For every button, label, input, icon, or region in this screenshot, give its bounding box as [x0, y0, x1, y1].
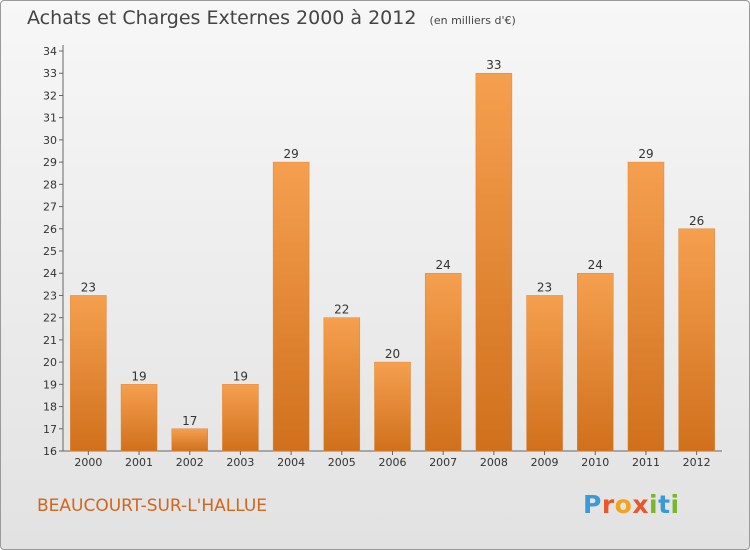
- y-tick-label: 20: [43, 356, 57, 369]
- x-tick-label: 2007: [429, 456, 457, 469]
- bar-value-label: 23: [81, 280, 96, 294]
- bar-value-label: 24: [436, 258, 451, 272]
- location-label: BEAUCOURT-SUR-L'HALLUE: [37, 496, 268, 516]
- bar-value-label: 29: [638, 147, 653, 161]
- y-tick-label: 34: [43, 45, 57, 58]
- bar: [424, 272, 462, 452]
- y-tick-label: 24: [43, 267, 57, 280]
- y-tick-label: 29: [43, 156, 57, 169]
- bar: [577, 272, 614, 452]
- bar: [120, 384, 158, 452]
- x-tick-label: 2003: [226, 456, 254, 469]
- y-tick-label: 26: [43, 223, 57, 236]
- bar-value-label: 19: [131, 369, 146, 383]
- y-tick-label: 22: [43, 312, 57, 325]
- x-tick-label: 2002: [176, 456, 204, 469]
- logo-letter: P: [583, 490, 602, 519]
- logo-letter: x: [632, 490, 649, 519]
- chart-subtitle: (en milliers d'€): [429, 14, 516, 27]
- bar: [171, 428, 208, 452]
- x-tick-label: 2008: [480, 456, 508, 469]
- bar-value-label: 19: [233, 369, 248, 383]
- bar: [678, 228, 715, 452]
- bar-value-label: 33: [486, 58, 501, 72]
- bar: [323, 317, 361, 452]
- y-tick-label: 21: [43, 334, 57, 347]
- bar-value-label: 22: [334, 303, 349, 317]
- y-tick-label: 23: [43, 289, 57, 302]
- x-tick-label: 2009: [531, 456, 559, 469]
- x-tick-label: 2006: [379, 456, 407, 469]
- y-tick-label: 16: [43, 445, 57, 458]
- y-tick-label: 32: [43, 89, 57, 102]
- bar: [475, 72, 513, 452]
- logo-letter: i: [649, 490, 659, 519]
- x-tick-label: 2000: [74, 456, 102, 469]
- x-tick-label: 2011: [632, 456, 660, 469]
- logo-letter: t: [658, 490, 671, 519]
- proxiti-logo: Proxiti: [583, 490, 680, 519]
- bar: [374, 361, 411, 452]
- x-tick-label: 2012: [683, 456, 711, 469]
- bar-value-label: 29: [283, 147, 298, 161]
- logo-letter: o: [614, 490, 633, 519]
- bar: [70, 295, 107, 452]
- y-tick-label: 27: [43, 201, 57, 214]
- bar-value-label: 26: [689, 214, 704, 228]
- bar: [222, 384, 259, 452]
- x-tick-label: 2010: [581, 456, 609, 469]
- x-tick-label: 2001: [125, 456, 153, 469]
- bar-value-label: 23: [537, 280, 552, 294]
- y-tick-label: 17: [43, 423, 57, 436]
- y-tick-label: 31: [43, 112, 57, 125]
- bar: [627, 161, 665, 452]
- chart-title-block: Achats et Charges Externes 2000 à 2012 (…: [27, 7, 516, 29]
- logo-letter: r: [601, 490, 615, 519]
- logo-letter: i: [670, 490, 680, 519]
- bar-value-label: 20: [385, 347, 400, 361]
- y-tick-label: 18: [43, 401, 57, 414]
- x-tick-label: 2005: [328, 456, 356, 469]
- y-tick-label: 19: [43, 378, 57, 391]
- chart-title: Achats et Charges Externes 2000 à 2012: [27, 7, 417, 29]
- y-tick-label: 28: [43, 178, 57, 191]
- bar: [526, 295, 563, 452]
- bar-value-label: 17: [182, 414, 197, 428]
- bar: [272, 161, 310, 452]
- y-tick-label: 25: [43, 245, 57, 258]
- bar-value-label: 24: [588, 258, 603, 272]
- y-tick-label: 30: [43, 134, 57, 147]
- y-tick-label: 33: [43, 67, 57, 80]
- x-tick-label: 2004: [277, 456, 305, 469]
